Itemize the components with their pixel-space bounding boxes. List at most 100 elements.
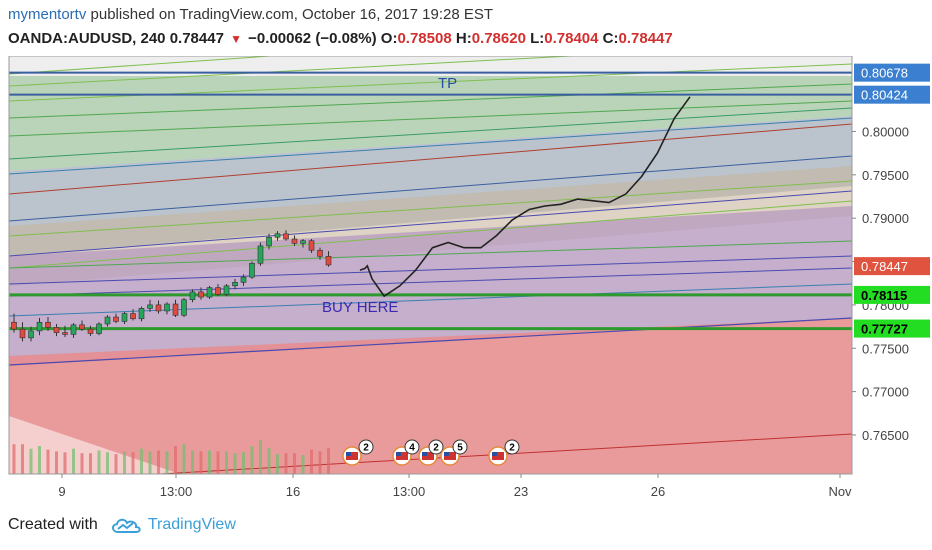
volume-bar bbox=[114, 454, 118, 474]
candle-body bbox=[45, 321, 51, 328]
candle-body bbox=[104, 316, 111, 325]
svg-text:2: 2 bbox=[509, 443, 515, 454]
x-tick-label: 23 bbox=[514, 484, 528, 499]
price-label: 0.77727 bbox=[861, 322, 908, 337]
volume-bar bbox=[55, 451, 58, 474]
volume-bar bbox=[284, 453, 288, 474]
volume-bar bbox=[293, 453, 296, 474]
volume-bar bbox=[233, 453, 237, 474]
price-label-bg bbox=[854, 285, 930, 304]
us-flag-icon: 5 bbox=[440, 439, 468, 466]
tradingview-link[interactable]: TradingView bbox=[147, 516, 236, 533]
open-value: 0.78508 bbox=[397, 30, 452, 47]
svg-text:2: 2 bbox=[363, 443, 369, 454]
x-tick-label: 26 bbox=[651, 484, 665, 499]
y-tick-label: 0.79500 bbox=[862, 168, 909, 183]
volume-bar bbox=[199, 451, 203, 474]
annotation-tp: TP bbox=[438, 75, 457, 92]
price-label: 0.78115 bbox=[861, 288, 907, 303]
price-label-bg bbox=[854, 319, 930, 338]
volume-bar bbox=[276, 454, 279, 474]
us-flag-icon: 2 bbox=[488, 439, 520, 466]
us-flag-icon: 2 bbox=[342, 439, 374, 466]
x-tick-label: 13:00 bbox=[160, 484, 193, 499]
price-label-bg bbox=[854, 257, 930, 276]
gann-band-green bbox=[9, 76, 852, 171]
volume-bar bbox=[38, 446, 41, 474]
volume-bar bbox=[216, 451, 220, 474]
us-flag-icon: 4 bbox=[392, 439, 420, 466]
candle-body bbox=[317, 249, 323, 257]
price-chart[interactable]: TP BUY HERE 2 4 2 5 2 0.80000 0.79500 0.79… bbox=[0, 56, 932, 504]
volume-bar bbox=[225, 451, 228, 474]
volume-bar bbox=[148, 451, 152, 474]
symbol-info: OANDA:AUDUSD, 240 0.78447 ▼ −0.00062 (−0… bbox=[8, 30, 673, 47]
price-label-bg bbox=[854, 63, 930, 82]
volume-bar bbox=[208, 450, 211, 474]
annotation-buy-here: BUY HERE bbox=[322, 299, 398, 316]
candle-body bbox=[155, 304, 162, 312]
candle-body bbox=[266, 236, 272, 247]
candle-body bbox=[215, 287, 221, 295]
volume-bar bbox=[259, 439, 262, 474]
candle-body bbox=[11, 321, 17, 330]
gann-band-purple bbox=[9, 206, 852, 366]
candle-body bbox=[62, 332, 68, 335]
candle-body bbox=[87, 328, 94, 334]
candle-body bbox=[164, 303, 170, 312]
price-label: 0.80678 bbox=[861, 66, 908, 81]
volume-bar bbox=[242, 452, 245, 474]
x-tick-label: 9 bbox=[58, 484, 65, 499]
x-tick-label: 13:00 bbox=[393, 484, 426, 499]
volume-bar bbox=[310, 449, 313, 474]
y-tick-label: 0.76500 bbox=[862, 428, 909, 443]
candle-body bbox=[274, 233, 281, 238]
close-value: 0.78447 bbox=[618, 30, 673, 47]
horizontal-levels bbox=[9, 71, 852, 331]
candle-body bbox=[283, 233, 289, 240]
candle-body bbox=[70, 324, 77, 335]
low-value: 0.78404 bbox=[544, 30, 599, 47]
x-tick-label: 16 bbox=[286, 484, 300, 499]
volume-bar bbox=[97, 450, 101, 474]
price-label: 0.78447 bbox=[861, 259, 908, 274]
event-markers: 2 4 2 5 2 bbox=[342, 439, 520, 466]
y-tick-label: 0.77000 bbox=[862, 385, 909, 400]
us-flag-icon: 2 bbox=[418, 439, 444, 466]
candle-body bbox=[249, 262, 255, 278]
volume-bar bbox=[12, 444, 16, 474]
volume-bar bbox=[250, 446, 254, 474]
published-text: published on TradingView.com, October 16… bbox=[90, 6, 494, 23]
candle-body bbox=[172, 303, 179, 316]
volume-bar bbox=[131, 452, 135, 474]
svg-text:4: 4 bbox=[409, 443, 415, 454]
price-change: −0.00062 (−0.08%) bbox=[248, 30, 377, 47]
volume-bar bbox=[46, 449, 50, 474]
close-label: C: bbox=[602, 30, 619, 47]
candle-body bbox=[206, 287, 213, 298]
y-tick-label: 0.79000 bbox=[862, 211, 909, 226]
volume-bar bbox=[21, 444, 24, 474]
candle-body bbox=[19, 328, 26, 339]
candle-body bbox=[291, 238, 298, 244]
candle-body bbox=[79, 324, 85, 330]
candle-body bbox=[113, 316, 119, 322]
gann-band-grey bbox=[9, 116, 852, 256]
candle-body bbox=[130, 313, 136, 320]
publish-info: mymentortv published on TradingView.com,… bbox=[8, 6, 493, 23]
volume-bar bbox=[72, 448, 75, 474]
candle-body bbox=[189, 291, 196, 300]
author-link[interactable]: mymentortv bbox=[8, 6, 87, 23]
open-label: O: bbox=[380, 30, 398, 47]
svg-text:5: 5 bbox=[457, 443, 463, 454]
time-axis[interactable]: 9 13:00 16 13:00 23 26 Nov bbox=[58, 474, 852, 499]
candle-body bbox=[223, 285, 230, 295]
price-labels: 0.80678 0.80424 0.78447 0.78115 0.77727 bbox=[854, 63, 930, 338]
volume-bar bbox=[165, 451, 169, 474]
gann-band-red bbox=[9, 318, 852, 474]
volume-bar bbox=[191, 450, 194, 474]
candle-body bbox=[198, 291, 204, 298]
price-axis[interactable]: 0.800000.795000.790000.785000.780000.775… bbox=[852, 124, 909, 443]
footer: Created with TradingView bbox=[8, 516, 236, 534]
svg-text:2: 2 bbox=[433, 443, 439, 454]
